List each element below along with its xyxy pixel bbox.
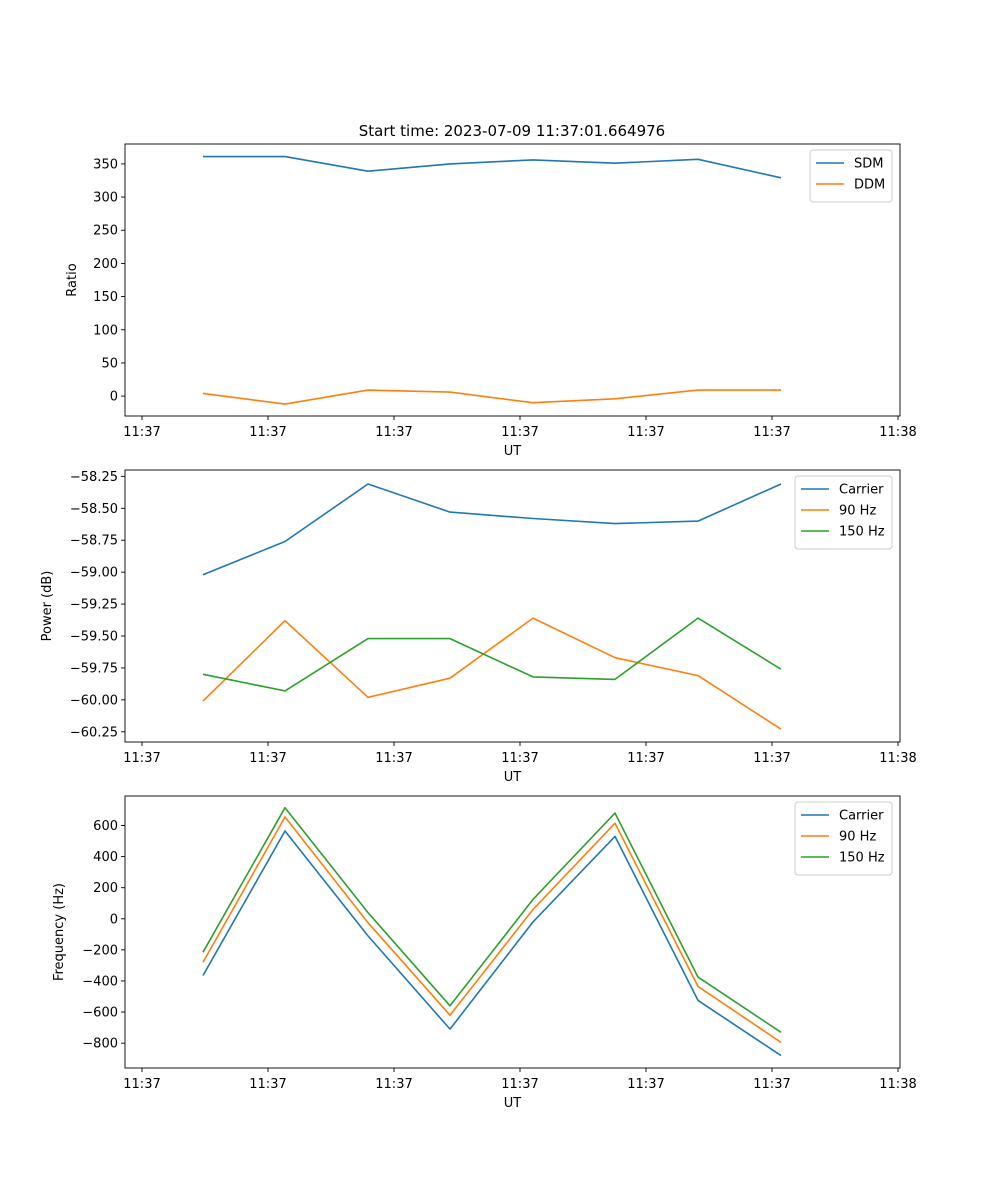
y-tick-label: 350 bbox=[93, 157, 118, 172]
y-tick-label: 400 bbox=[93, 850, 118, 865]
legend-label: 150 Hz bbox=[839, 851, 885, 866]
series-line-150-hz bbox=[202, 617, 782, 692]
y-tick-label: 150 bbox=[93, 290, 118, 305]
x-tick-label: 11:37 bbox=[375, 1077, 412, 1092]
y-axis-label: Ratio bbox=[65, 263, 80, 296]
x-tick-label: 11:37 bbox=[627, 751, 664, 766]
y-tick-label: 50 bbox=[101, 356, 118, 371]
series-line-150-hz bbox=[202, 806, 782, 1033]
x-tick-label: 11:38 bbox=[879, 751, 916, 766]
y-tick-label: −59.00 bbox=[70, 566, 118, 581]
legend-label: 90 Hz bbox=[839, 504, 876, 519]
axes-frame bbox=[124, 469, 901, 743]
chart-panel-2: 11:37 11:37 11:37 11:37 11:37 11:37 11:38 −60.2… bbox=[40, 469, 917, 785]
legend-label: 90 Hz bbox=[839, 830, 876, 845]
x-tick-label: 11:37 bbox=[627, 425, 664, 440]
series-line-carrier bbox=[202, 830, 782, 1057]
x-tick-label: 11:38 bbox=[879, 1077, 916, 1092]
x-axis-label: UT bbox=[504, 444, 522, 459]
series-line-ddm bbox=[202, 389, 781, 405]
x-tick-label: 11:37 bbox=[249, 751, 286, 766]
x-tick-label: 11:37 bbox=[501, 425, 538, 440]
axes-frame bbox=[124, 143, 901, 417]
x-tick-label: 11:37 bbox=[627, 1077, 664, 1092]
series-line-sdm bbox=[203, 155, 782, 179]
x-tick-label: 11:37 bbox=[249, 425, 286, 440]
x-tick-label: 11:37 bbox=[123, 425, 160, 440]
legend-label: 150 Hz bbox=[839, 525, 885, 540]
legend: Carrier 90 Hz 150 Hz bbox=[794, 475, 893, 550]
x-tick-label: 11:37 bbox=[753, 751, 790, 766]
legend: SDM DDM bbox=[809, 149, 893, 203]
figure-title: Start time: 2023-07-09 11:37:01.664976 bbox=[359, 122, 665, 140]
x-tick-label: 11:37 bbox=[123, 751, 160, 766]
legend-label: SDM bbox=[854, 157, 883, 172]
y-tick-label: 200 bbox=[93, 257, 118, 272]
series-line-90-hz bbox=[202, 816, 782, 1044]
x-tick-label: 11:37 bbox=[501, 751, 538, 766]
y-tick-label: −200 bbox=[82, 943, 118, 958]
y-axis-label: Frequency (Hz) bbox=[52, 883, 67, 981]
y-axis-label: Power (dB) bbox=[40, 571, 55, 642]
y-tick-label: 600 bbox=[93, 819, 118, 834]
x-axis-label: UT bbox=[504, 1096, 522, 1111]
y-tick-label: 250 bbox=[93, 224, 118, 239]
y-tick-label: −59.25 bbox=[70, 598, 118, 613]
axes-frame bbox=[124, 795, 901, 1069]
x-tick-label: 11:37 bbox=[375, 751, 412, 766]
y-tick-label: −60.25 bbox=[70, 725, 118, 740]
x-tick-label: 11:37 bbox=[753, 1077, 790, 1092]
y-tick-label: −58.25 bbox=[70, 470, 118, 485]
x-tick-label: 11:37 bbox=[501, 1077, 538, 1092]
y-tick-label: −800 bbox=[82, 1037, 118, 1052]
x-tick-label: 11:37 bbox=[753, 425, 790, 440]
y-tick-label: −60.00 bbox=[70, 693, 118, 708]
x-tick-label: 11:38 bbox=[879, 425, 916, 440]
x-tick-label: 11:37 bbox=[123, 1077, 160, 1092]
legend-label: Carrier bbox=[839, 483, 884, 498]
x-tick-label: 11:37 bbox=[375, 425, 412, 440]
y-tick-label: 300 bbox=[93, 191, 118, 206]
y-tick-label: 200 bbox=[93, 881, 118, 896]
y-tick-label: 100 bbox=[93, 323, 118, 338]
chart-panel-3: 11:37 11:37 11:37 11:37 11:37 11:37 11:38 −800 −… bbox=[52, 795, 917, 1111]
legend: Carrier 90 Hz 150 Hz bbox=[794, 801, 893, 876]
y-tick-label: −58.75 bbox=[70, 534, 118, 549]
y-tick-label: 0 bbox=[110, 390, 118, 405]
chart-panel-1: 11:37 11:37 11:37 11:37 11:37 11:37 11:38 0 50 10… bbox=[65, 143, 917, 459]
series-line-90-hz bbox=[202, 617, 782, 730]
y-tick-label: 0 bbox=[110, 912, 118, 927]
y-tick-label: −58.50 bbox=[70, 502, 118, 517]
y-tick-label: −400 bbox=[82, 974, 118, 989]
x-axis-label: UT bbox=[504, 770, 522, 785]
x-tick-label: 11:37 bbox=[249, 1077, 286, 1092]
y-tick-label: −59.75 bbox=[70, 661, 118, 676]
legend-label: DDM bbox=[854, 178, 885, 193]
y-tick-label: −59.50 bbox=[70, 630, 118, 645]
series-line-carrier bbox=[202, 483, 782, 576]
legend-label: Carrier bbox=[839, 809, 884, 824]
y-tick-label: −600 bbox=[82, 1006, 118, 1021]
